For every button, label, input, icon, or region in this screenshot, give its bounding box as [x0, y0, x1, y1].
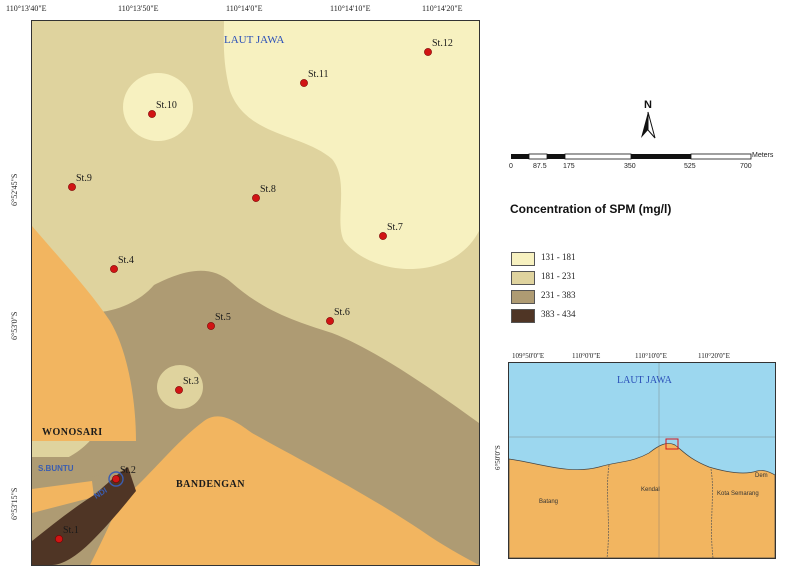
scale-tick-700: 700: [740, 163, 752, 170]
station-marker-st1: [55, 535, 63, 543]
station-marker-st5: [207, 322, 215, 330]
place-label-bandengan: BANDENGAN: [176, 479, 245, 490]
inset-location-map: LAUT JAWA Batang Kendal Kota Semarang De…: [508, 362, 776, 559]
scale-tick-175: 175: [563, 163, 575, 170]
inset-boundary-1: [606, 464, 610, 558]
scale-tick-525: 525: [684, 163, 696, 170]
inset-coord-top-3: 110°10'0"E: [635, 352, 667, 360]
legend-title: Concentration of SPM (mg/l): [510, 202, 672, 216]
zone-131-181-st10: [123, 73, 193, 141]
north-arrow-icon: N: [641, 99, 656, 139]
inset-boundary-2: [710, 468, 714, 558]
sea-label: LAUT JAWA: [224, 34, 284, 46]
legend-label-1: 131 - 181: [541, 252, 576, 262]
map-coord-left-2: 6°53'0"S: [10, 311, 19, 340]
station-marker-st11: [300, 79, 308, 87]
legend-swatch-3: [511, 290, 535, 304]
scale-seg-5: [631, 154, 691, 159]
river-sbuntu-channel: [32, 457, 124, 479]
scale-tick-87: 87.5: [533, 163, 547, 170]
river-label-sbuntu: S.BUNTU: [38, 464, 74, 473]
scale-unit: Meters: [752, 152, 774, 159]
station-highlight-ring: [108, 471, 124, 487]
map-coord-left-3: 6°53'15"S: [10, 487, 19, 520]
station-label-st4: St.4: [118, 255, 134, 266]
scale-seg-1: [511, 154, 529, 159]
station-marker-st3: [175, 386, 183, 394]
station-marker-st6: [326, 317, 334, 325]
spm-map-svg: LAUT JAWA WONOSARI BANDENGAN S.BUNTU NDI…: [32, 21, 479, 565]
station-label-st7: St.7: [387, 222, 403, 233]
inset-coord-top-2: 110°0'0"E: [572, 352, 601, 360]
legend-swatch-4: [511, 309, 535, 323]
station-label-st1: St.1: [63, 525, 79, 536]
station-label-st2: St.2: [120, 465, 136, 476]
map-coord-top-1: 110°13'40"E: [6, 4, 47, 13]
station-marker-st12: [424, 48, 432, 56]
station-markers: St.1 St.2 St.3 St.4 St.5 St.6 St.7 St.8 St.9 St.1…: [55, 38, 453, 543]
north-arrow-half: [647, 111, 656, 139]
station-label-st8: St.8: [260, 184, 276, 195]
station-marker-st10: [148, 110, 156, 118]
station-label-st9: St.9: [76, 173, 92, 184]
station-marker-st8: [252, 194, 260, 202]
legend-swatch-1: [511, 252, 535, 266]
inset-sea-label: LAUT JAWA: [617, 375, 673, 386]
station-label-st11: St.11: [308, 69, 328, 80]
inset-region-semarang: Kota Semarang: [717, 491, 759, 497]
station-marker-st9: [68, 183, 76, 191]
land-strip: [32, 481, 94, 513]
map-coord-top-5: 110°14'20"E: [422, 4, 463, 13]
scale-tick-350: 350: [624, 163, 636, 170]
scale-bar: [511, 153, 752, 160]
inset-coord-left-1: 6°50'0"S: [494, 445, 502, 470]
scale-seg-6: [690, 153, 752, 160]
place-label-wonosari: WONOSARI: [42, 427, 103, 438]
station-label-st6: St.6: [334, 307, 350, 318]
land-bandengan: [90, 416, 479, 565]
legend-label-3: 231 - 383: [541, 290, 576, 300]
inset-study-area-box: [665, 438, 679, 450]
map-coord-left-1: 6°52'45"S: [10, 173, 19, 206]
inset-coord-top-4: 110°20'0"E: [698, 352, 730, 360]
land-wonosari: [32, 226, 136, 441]
scale-tick-0: 0: [509, 163, 513, 170]
map-coord-top-4: 110°14'10"E: [330, 4, 371, 13]
legend-label-2: 181 - 231: [541, 271, 576, 281]
station-label-st3: St.3: [183, 376, 199, 387]
inset-map-svg: LAUT JAWA Batang Kendal Kota Semarang De…: [509, 363, 775, 558]
legend-swatch-2: [511, 271, 535, 285]
north-arrow-label: N: [644, 99, 652, 111]
scale-seg-4: [564, 153, 632, 160]
station-marker-st4: [110, 265, 118, 273]
station-label-st12: St.12: [432, 38, 453, 49]
legend-label-4: 383 - 434: [541, 309, 576, 319]
map-coord-top-3: 110°14'0"E: [226, 4, 263, 13]
inset-region-batang: Batang: [539, 499, 558, 505]
scale-seg-2: [528, 153, 548, 160]
zone-131-181-northeast: [223, 21, 479, 270]
inset-coord-top-1: 109°50'0"E: [512, 352, 545, 360]
inset-region-dem: Dem: [755, 473, 768, 479]
station-marker-st7: [379, 232, 387, 240]
station-label-st5: St.5: [215, 312, 231, 323]
map-coord-top-2: 110°13'50"E: [118, 4, 159, 13]
spm-main-map: LAUT JAWA WONOSARI BANDENGAN S.BUNTU NDI…: [31, 20, 480, 566]
inset-land: [509, 443, 775, 558]
scale-seg-3: [547, 154, 565, 159]
inset-region-kendal: Kendal: [641, 487, 660, 493]
station-marker-st2: [112, 475, 120, 483]
station-label-st10: St.10: [156, 100, 177, 111]
